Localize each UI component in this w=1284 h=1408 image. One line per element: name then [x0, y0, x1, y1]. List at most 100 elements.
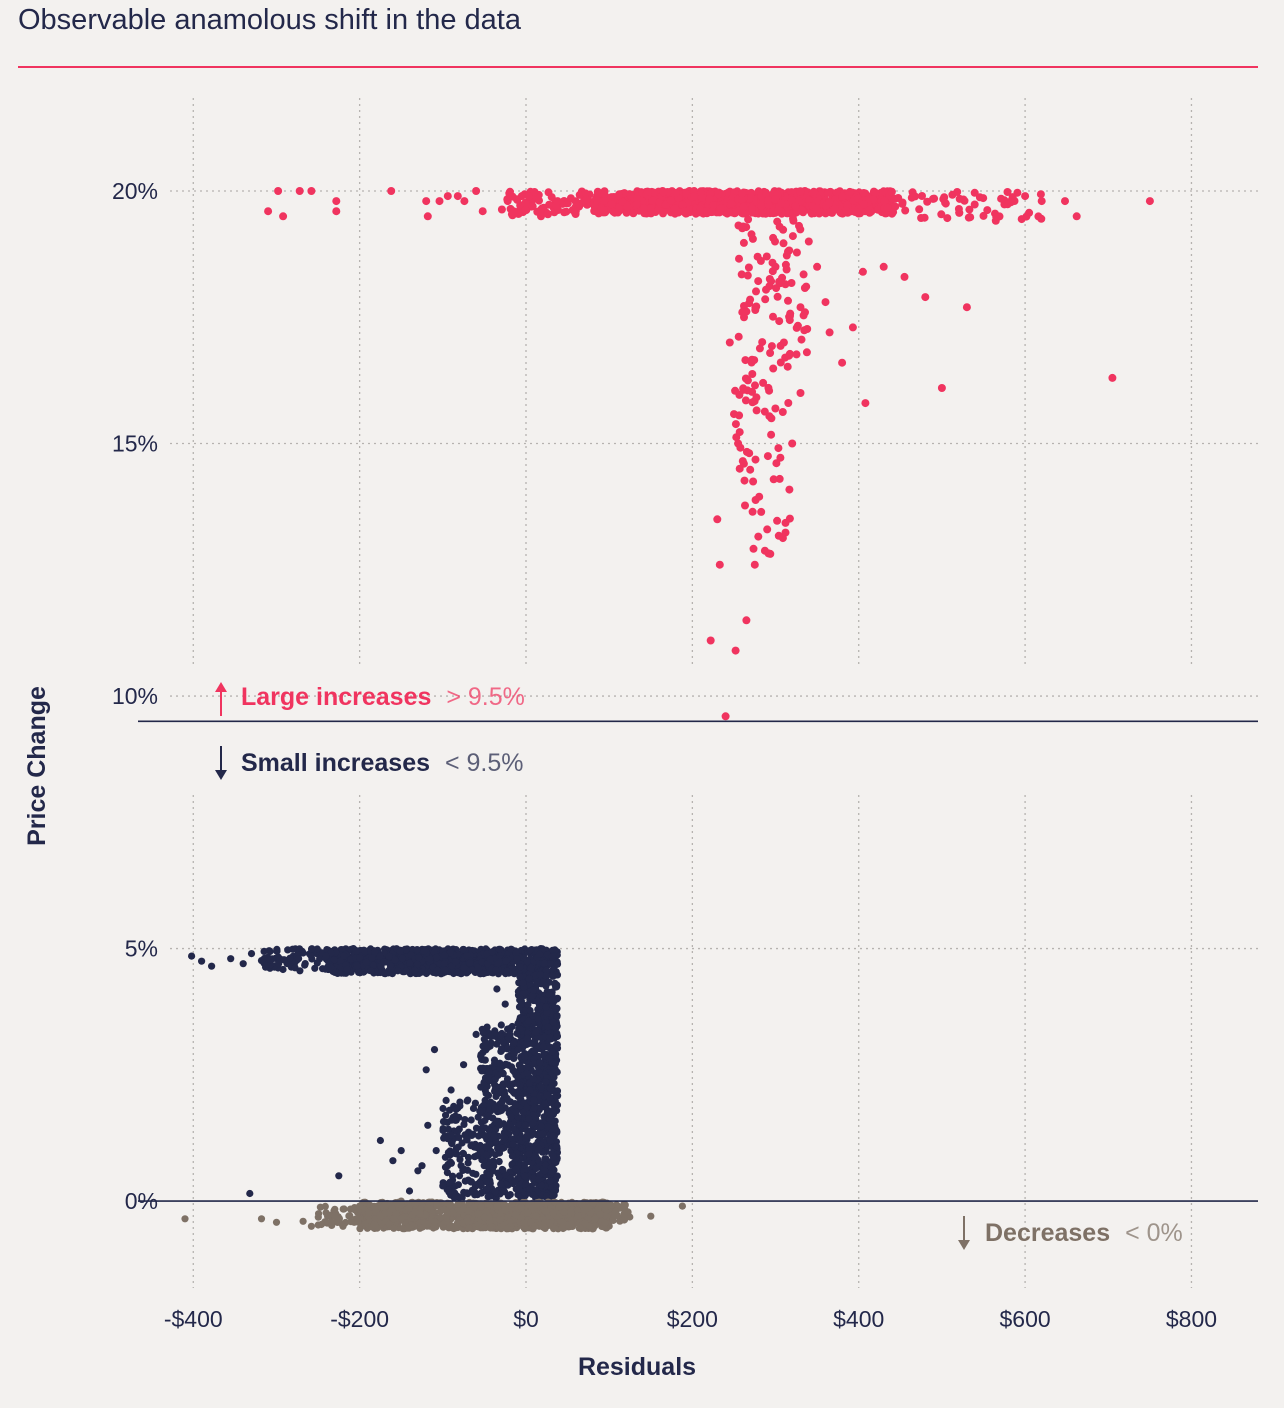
point-small	[541, 1155, 549, 1163]
point-small	[520, 1161, 529, 1169]
point-large	[809, 187, 818, 196]
point-large	[743, 386, 752, 395]
point-small	[548, 1048, 556, 1056]
point-small	[492, 966, 500, 974]
point-small	[376, 1136, 384, 1145]
point-small	[459, 1149, 467, 1157]
point-large	[731, 646, 740, 655]
point-small	[506, 1025, 514, 1033]
point-large	[792, 350, 801, 359]
point-large	[861, 399, 870, 408]
point-large	[659, 188, 668, 197]
point-large	[746, 295, 755, 304]
point-large	[740, 302, 748, 310]
point-small	[422, 1066, 430, 1074]
point-small	[484, 1091, 493, 1099]
point-small	[295, 945, 304, 953]
point-large	[760, 407, 769, 416]
point-large	[771, 237, 779, 246]
point-large	[821, 209, 830, 218]
point-small	[467, 1178, 475, 1186]
point-small	[413, 946, 421, 954]
point-decrease	[517, 1204, 526, 1212]
point-large	[824, 199, 833, 208]
point-small	[501, 1133, 509, 1142]
point-large	[1025, 208, 1034, 217]
point-large	[762, 188, 770, 197]
point-large	[517, 192, 526, 201]
point-small	[502, 1060, 510, 1068]
point-small	[468, 1131, 476, 1139]
point-small	[507, 945, 515, 953]
point-large	[739, 238, 748, 247]
point-small	[533, 997, 541, 1005]
point-small	[354, 967, 362, 975]
point-small	[491, 1188, 499, 1196]
point-large	[550, 208, 559, 217]
point-large	[553, 197, 562, 206]
point-large	[941, 198, 950, 207]
point-large	[771, 404, 780, 413]
point-large	[264, 207, 273, 216]
point-small	[525, 1150, 533, 1158]
point-small	[532, 1028, 540, 1036]
point-large	[813, 262, 822, 271]
point-small	[311, 964, 319, 972]
point-decrease	[544, 1198, 552, 1206]
point-small	[491, 1086, 499, 1094]
point-small	[475, 1132, 483, 1140]
point-small	[549, 1018, 558, 1026]
point-small	[420, 947, 428, 955]
point-small	[471, 1153, 479, 1161]
point-small	[471, 1099, 479, 1107]
point-large	[744, 263, 753, 272]
point-decrease	[541, 1219, 549, 1227]
point-large	[739, 209, 748, 218]
point-large	[1017, 215, 1026, 224]
point-large	[599, 206, 608, 214]
point-small	[367, 967, 375, 975]
point-small	[447, 1086, 455, 1094]
point-large	[709, 201, 718, 210]
point-small	[455, 1134, 463, 1142]
point-small	[352, 947, 360, 956]
point-large	[715, 560, 724, 569]
point-small	[481, 1116, 489, 1125]
point-large	[562, 207, 571, 216]
point-small	[497, 1180, 505, 1188]
point-small	[549, 946, 557, 955]
point-small	[246, 1189, 254, 1198]
point-large	[775, 317, 784, 326]
point-small	[444, 1125, 452, 1133]
point-large	[772, 459, 781, 468]
point-small	[553, 1143, 561, 1151]
point-large	[746, 465, 755, 474]
point-small	[433, 953, 441, 962]
point-large	[521, 206, 530, 214]
series-decrease	[181, 1197, 687, 1233]
point-large	[784, 247, 792, 256]
point-small	[544, 1023, 552, 1031]
point-decrease	[508, 1200, 516, 1208]
point-small	[521, 1121, 530, 1129]
point-large	[779, 225, 788, 234]
point-decrease	[597, 1201, 605, 1209]
point-large	[787, 196, 796, 205]
point-large	[735, 428, 744, 437]
point-large	[773, 516, 782, 525]
point-small	[527, 964, 535, 972]
point-small	[549, 1132, 558, 1140]
point-decrease	[388, 1205, 396, 1213]
point-small	[394, 967, 402, 975]
point-large	[937, 210, 946, 219]
title-divider	[18, 66, 1258, 68]
point-small	[526, 946, 534, 955]
point-small	[353, 962, 361, 970]
point-large	[838, 192, 847, 201]
point-large	[422, 197, 431, 206]
point-large	[955, 208, 964, 217]
point-large	[766, 349, 775, 357]
point-small	[396, 947, 404, 956]
point-small	[505, 1053, 513, 1061]
